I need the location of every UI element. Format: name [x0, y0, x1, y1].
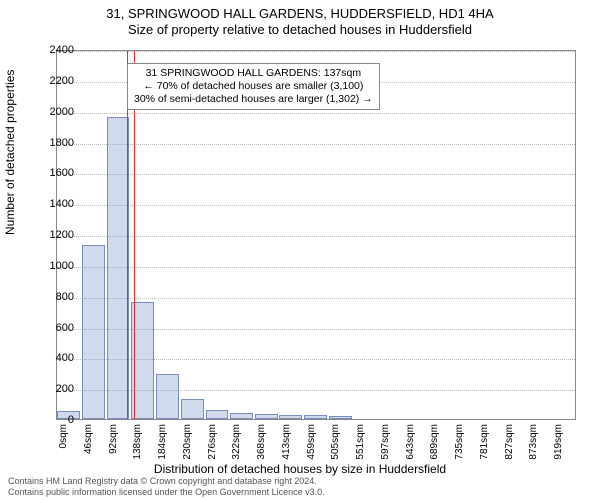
x-tick-label: 873sqm: [528, 424, 539, 474]
y-tick-label: 200: [34, 383, 74, 395]
histogram-bar: [107, 117, 130, 419]
chart-plot-area: 31 SPRINGWOOD HALL GARDENS: 137sqm← 70% …: [56, 50, 576, 420]
y-tick-label: 1400: [34, 198, 74, 210]
title-line-2: Size of property relative to detached ho…: [0, 22, 600, 37]
x-tick-label: 459sqm: [306, 424, 317, 474]
histogram-bar: [156, 374, 179, 419]
x-tick-label: 689sqm: [429, 424, 440, 474]
grid-line: [57, 205, 575, 206]
footer-line-1: Contains HM Land Registry data © Crown c…: [8, 476, 325, 487]
x-tick-label: 92sqm: [108, 424, 119, 474]
x-tick-label: 781sqm: [479, 424, 490, 474]
annotation-box: 31 SPRINGWOOD HALL GARDENS: 137sqm← 70% …: [127, 63, 380, 110]
annotation-line: ← 70% of detached houses are smaller (3,…: [134, 80, 373, 93]
chart-title-block: 31, SPRINGWOOD HALL GARDENS, HUDDERSFIEL…: [0, 0, 600, 37]
y-tick-label: 1600: [34, 167, 74, 179]
histogram-bar: [181, 399, 204, 419]
x-tick-label: 46sqm: [83, 424, 94, 474]
y-axis-label: Number of detached properties: [3, 70, 17, 235]
grid-line: [57, 267, 575, 268]
y-tick-label: 1000: [34, 260, 74, 272]
title-line-1: 31, SPRINGWOOD HALL GARDENS, HUDDERSFIEL…: [0, 6, 600, 21]
x-tick-label: 551sqm: [355, 424, 366, 474]
x-tick-label: 184sqm: [157, 424, 168, 474]
x-tick-label: 368sqm: [256, 424, 267, 474]
histogram-bar: [255, 414, 278, 419]
y-tick-label: 800: [34, 291, 74, 303]
grid-line: [57, 113, 575, 114]
y-tick-label: 2200: [34, 75, 74, 87]
x-tick-label: 138sqm: [132, 424, 143, 474]
grid-line: [57, 298, 575, 299]
x-tick-label: 919sqm: [553, 424, 564, 474]
grid-line: [57, 236, 575, 237]
x-tick-label: 322sqm: [231, 424, 242, 474]
y-tick-label: 1200: [34, 229, 74, 241]
histogram-bar: [206, 410, 229, 419]
x-tick-label: 597sqm: [380, 424, 391, 474]
y-tick-label: 1800: [34, 137, 74, 149]
annotation-line: 31 SPRINGWOOD HALL GARDENS: 137sqm: [134, 67, 373, 80]
x-tick-label: 413sqm: [281, 424, 292, 474]
y-tick-label: 400: [34, 352, 74, 364]
histogram-bar: [230, 413, 253, 419]
histogram-bar: [329, 416, 352, 419]
x-tick-label: 276sqm: [207, 424, 218, 474]
footer-attribution: Contains HM Land Registry data © Crown c…: [8, 476, 325, 498]
x-tick-label: 827sqm: [504, 424, 515, 474]
x-tick-label: 735sqm: [454, 424, 465, 474]
histogram-bar: [131, 302, 154, 419]
histogram-bar: [304, 415, 327, 419]
histogram-bar: [279, 415, 302, 419]
grid-line: [57, 51, 575, 52]
y-tick-label: 2400: [34, 44, 74, 56]
footer-line-2: Contains public information licensed und…: [8, 487, 325, 498]
x-tick-label: 0sqm: [58, 424, 69, 474]
y-tick-label: 2000: [34, 106, 74, 118]
y-tick-label: 600: [34, 322, 74, 334]
grid-line: [57, 144, 575, 145]
x-tick-label: 230sqm: [182, 424, 193, 474]
histogram-bar: [82, 245, 105, 419]
annotation-line: 30% of semi-detached houses are larger (…: [134, 93, 373, 106]
x-tick-label: 505sqm: [330, 424, 341, 474]
x-tick-label: 643sqm: [405, 424, 416, 474]
grid-line: [57, 174, 575, 175]
